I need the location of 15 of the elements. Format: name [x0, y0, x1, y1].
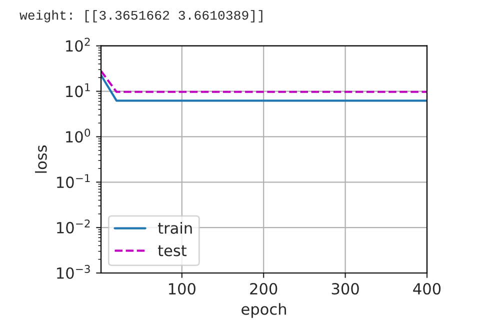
x-tick-label: 300 [332, 282, 359, 295]
x-tick-label: 400 [413, 282, 441, 295]
legend-label: train [158, 222, 192, 234]
x-tick-label: 100 [168, 282, 196, 295]
y-axis-title: loss [35, 145, 47, 173]
y-tick-label: 10$^{−1}$ [57, 174, 90, 188]
x-tick-label: 200 [250, 282, 278, 295]
x-axis-title: epoch [242, 303, 286, 318]
legend-label: test [158, 245, 187, 256]
y-tick-label: 10$^{2}$ [66, 38, 90, 52]
y-tick-label: 10$^{−2}$ [57, 219, 90, 234]
y-tick-label: 10$^{0}$ [66, 128, 90, 143]
y-tick-label: 10$^{1}$ [66, 83, 90, 98]
y-tick-label: 10$^{−3}$ [57, 264, 90, 279]
text: weight: [[3.3651662 3.6610389]] [20, 10, 262, 22]
